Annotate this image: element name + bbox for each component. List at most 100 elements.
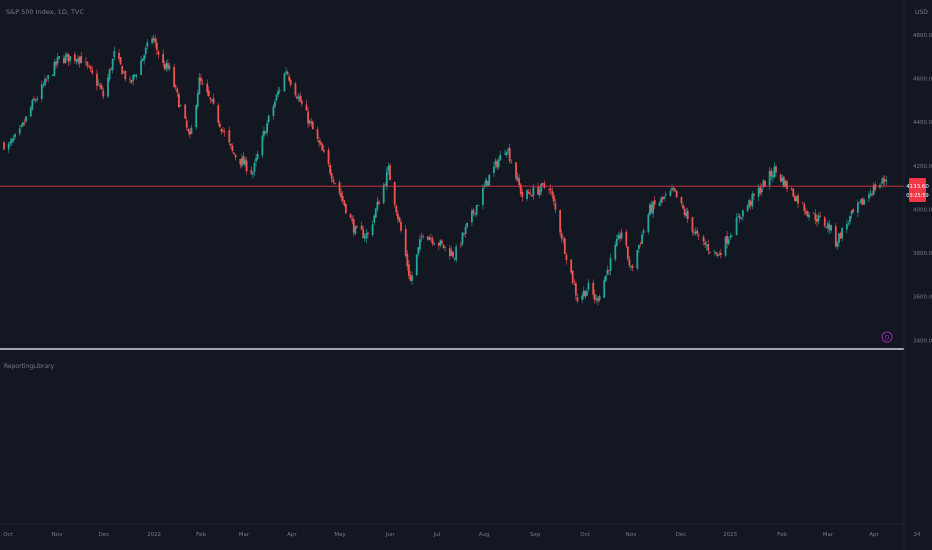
candle-body: [669, 191, 672, 196]
candle-body: [289, 80, 292, 85]
candle-body: [850, 210, 853, 215]
candle-body: [3, 142, 5, 150]
candle-body: [113, 51, 116, 58]
indicator-title[interactable]: ReportingLibrary: [4, 363, 55, 370]
candle-body: [428, 237, 431, 241]
candle-body: [817, 215, 820, 222]
candle-body: [176, 88, 179, 93]
candle-body: [154, 38, 157, 43]
candle-body: [625, 231, 628, 246]
candle-body: [515, 162, 517, 179]
candle-body: [415, 254, 418, 275]
candle-body: [746, 205, 749, 212]
candle-body: [885, 180, 888, 182]
candle-body: [727, 239, 730, 244]
candle-body: [453, 258, 456, 260]
candle-body: [218, 123, 221, 128]
time-tick-label: Feb: [777, 532, 787, 538]
candle-body: [36, 98, 38, 101]
candle-body: [200, 77, 202, 82]
candle-body: [110, 68, 113, 70]
candle-body: [630, 266, 632, 268]
candle-body: [252, 172, 254, 175]
candle-body: [349, 214, 352, 218]
candle-body: [472, 209, 475, 214]
candle-body: [417, 247, 420, 254]
candle-body: [351, 218, 354, 221]
candle-body: [671, 188, 673, 191]
symbol-title[interactable]: S&P 500 Index, 1D, TVC: [6, 8, 84, 16]
candle-body: [814, 213, 817, 221]
candle-body: [274, 101, 276, 107]
candle-body: [488, 174, 491, 186]
countdown-label: 03:25:59: [906, 193, 928, 199]
candle-body: [362, 229, 365, 239]
candle-body: [404, 229, 407, 256]
time-tick-label: Aug: [479, 532, 490, 538]
candle-body: [880, 182, 883, 184]
candle-body: [53, 61, 56, 76]
candle-body: [530, 195, 533, 197]
candle-body: [166, 63, 169, 69]
candle-body: [713, 250, 716, 252]
candle-body: [47, 75, 50, 79]
candle-body: [266, 123, 268, 133]
candle-body: [471, 210, 473, 223]
candle-body: [124, 71, 127, 80]
candle-body: [649, 204, 651, 215]
candle-body: [141, 58, 144, 62]
candle-body: [464, 227, 467, 234]
candle-body: [869, 193, 872, 196]
candle-body: [519, 184, 522, 194]
candle-body: [7, 143, 10, 150]
candle-body: [664, 194, 667, 196]
time-axis[interactable]: Oct Nov Dec 2022 Feb Mar Apr May Jun Jul Aug Sep Oct…: [3, 532, 921, 538]
time-tick-label: Oct: [580, 532, 590, 538]
candle-body: [823, 217, 826, 226]
price-tick-label: 4400.00: [913, 120, 932, 126]
candle-body: [450, 250, 453, 256]
candle-body: [190, 127, 193, 134]
candle-body: [168, 65, 171, 70]
candle-body: [80, 55, 83, 64]
candle-body: [420, 236, 423, 238]
candle-body: [146, 42, 149, 47]
candle-body: [285, 71, 287, 74]
candle-body: [620, 232, 623, 239]
time-tick-label: Feb: [196, 532, 206, 538]
candle-body: [459, 244, 462, 246]
time-tick-label: Apr: [869, 532, 879, 538]
candle-body: [140, 60, 142, 76]
candle-body: [565, 254, 568, 260]
candle-body: [240, 157, 243, 167]
price-tick-label: 3400.00: [913, 338, 932, 344]
candle-body: [278, 89, 281, 91]
candle-body: [173, 66, 176, 88]
candle-body: [411, 275, 413, 281]
candle-body: [538, 189, 541, 196]
candle-body: [376, 201, 379, 210]
candle-body: [574, 283, 577, 296]
candle-body: [382, 184, 385, 204]
price-axis[interactable]: 4800.00 4600.00 4400.00 4200.00 4000.00 3800.…: [913, 33, 932, 344]
candle-body: [22, 122, 24, 126]
candle-body: [715, 252, 717, 254]
candle-body: [85, 61, 87, 63]
candle-body: [34, 100, 37, 102]
candle-body: [234, 154, 237, 158]
candle-body: [360, 225, 363, 230]
candle-body: [229, 143, 232, 146]
candle-body: [355, 226, 358, 228]
candle-body: [211, 99, 213, 102]
earnings-event-marker[interactable]: D: [881, 331, 893, 343]
candle-body: [493, 166, 495, 173]
candle-body: [527, 191, 530, 194]
candle-body: [371, 224, 374, 235]
candle-body: [220, 128, 223, 132]
candle-body: [819, 215, 821, 217]
candle-body: [132, 74, 135, 81]
candle-body: [189, 131, 191, 135]
candle-body: [44, 78, 46, 86]
candle-body: [507, 149, 510, 152]
